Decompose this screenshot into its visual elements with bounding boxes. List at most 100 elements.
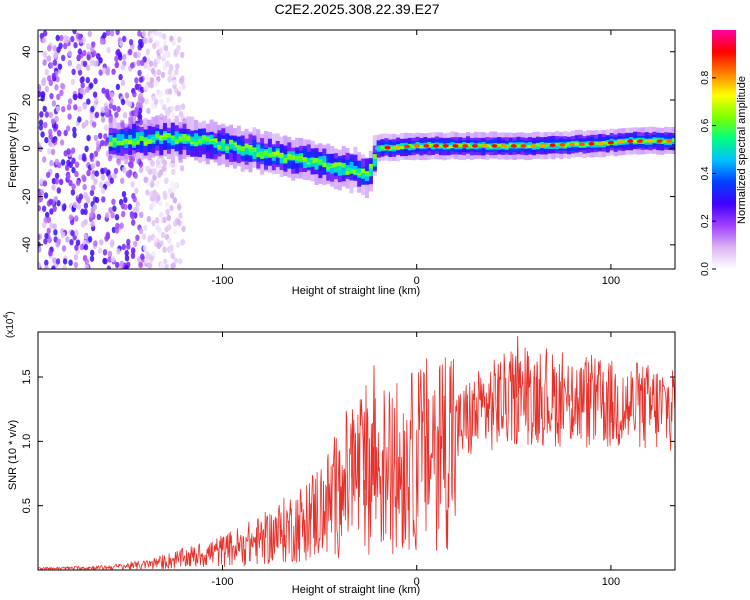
x-tick-label: 0	[414, 275, 420, 287]
noise-speckle	[146, 107, 151, 115]
noise-speckle	[121, 191, 127, 198]
noise-speckle	[162, 246, 167, 253]
ridge-cell	[108, 141, 113, 147]
noise-speckle	[124, 92, 130, 99]
ridge-peak	[326, 163, 333, 167]
noise-speckle	[143, 224, 148, 232]
noise-speckle	[60, 82, 65, 90]
noise-speckle	[71, 68, 76, 76]
ridge-peak	[132, 138, 139, 142]
ridge-cell	[287, 153, 292, 159]
noise-speckle	[94, 196, 100, 204]
ridge-cell	[535, 143, 540, 147]
noise-speckle	[111, 198, 116, 205]
y-tick-label: 1.5	[21, 369, 33, 384]
noise-speckle	[102, 67, 107, 74]
noise-speckle	[80, 82, 85, 89]
ridge-cell	[411, 145, 416, 149]
noise-speckle	[171, 168, 176, 175]
ridge-cell	[644, 139, 649, 143]
ridge-peak	[578, 142, 585, 146]
noise-speckle	[115, 222, 120, 230]
noise-speckle	[93, 60, 99, 67]
noise-speckle	[149, 190, 154, 198]
noise-speckle	[110, 255, 116, 263]
noise-speckle	[91, 41, 96, 48]
noise-speckle	[52, 205, 57, 212]
noise-speckle	[48, 111, 54, 119]
noise-speckle	[167, 69, 173, 76]
noise-speckle	[42, 221, 47, 229]
colorbar-gradient	[712, 30, 736, 269]
ridge-cell	[555, 142, 560, 146]
snr-spike	[535, 361, 539, 433]
noise-speckle	[166, 97, 171, 104]
noise-speckle	[136, 101, 141, 109]
noise-speckle	[133, 172, 138, 179]
noise-speckle	[77, 116, 82, 123]
noise-speckle	[165, 50, 171, 58]
noise-speckle	[132, 91, 137, 98]
noise-speckle	[139, 86, 145, 94]
noise-speckle	[103, 133, 108, 140]
ridge-peak	[268, 152, 274, 157]
ridge-peak	[170, 137, 177, 141]
noise-speckle	[48, 198, 53, 205]
noise-speckle	[67, 98, 73, 105]
noise-speckle	[135, 234, 140, 241]
noise-speckle	[137, 30, 142, 37]
noise-speckle	[110, 212, 115, 219]
noise-speckle	[180, 103, 186, 110]
noise-speckle	[109, 91, 115, 99]
noise-speckle	[65, 125, 71, 132]
noise-speckle	[147, 262, 152, 269]
noise-speckle	[86, 196, 91, 204]
noise-speckle	[92, 91, 98, 98]
noise-speckle	[42, 59, 47, 66]
noise-speckle	[139, 59, 145, 67]
noise-speckle	[170, 111, 175, 119]
noise-speckle	[109, 30, 115, 37]
noise-speckle	[42, 77, 47, 84]
noise-speckle	[51, 100, 57, 107]
noise-speckle	[76, 203, 82, 210]
noise-speckle	[84, 119, 89, 127]
ridge-peak	[617, 140, 624, 144]
ridge-peak	[384, 145, 391, 150]
noise-speckle	[149, 255, 154, 262]
noise-speckle	[53, 229, 58, 236]
ridge-cell	[198, 139, 202, 144]
ridge-cell	[660, 140, 665, 144]
noise-speckle	[40, 95, 45, 102]
noise-speckle	[169, 244, 174, 251]
ridge-cell	[174, 131, 179, 141]
ridge-cell	[345, 170, 350, 175]
noise-speckle	[168, 63, 174, 71]
ridge-cell	[128, 134, 133, 145]
noise-speckle	[67, 60, 73, 67]
noise-speckle	[156, 242, 162, 249]
noise-speckle	[165, 208, 170, 216]
noise-speckle	[158, 47, 163, 54]
noise-speckle	[56, 93, 61, 101]
ridge-cell	[353, 169, 358, 175]
ridge-cell	[601, 141, 606, 145]
ridge-peak	[452, 144, 459, 148]
noise-speckle	[80, 208, 85, 215]
noise-speckle	[146, 215, 152, 223]
noise-speckle	[120, 98, 126, 106]
noise-speckle	[173, 220, 178, 227]
noise-speckle	[43, 121, 48, 129]
noise-speckle	[150, 180, 155, 188]
ridge-cell	[120, 134, 125, 144]
ridge-peak	[413, 144, 420, 148]
snr-spike	[516, 335, 520, 433]
ridge-cell	[217, 144, 222, 150]
ridge-cell	[128, 139, 133, 145]
noise-speckle	[102, 249, 108, 256]
ridge-cell	[407, 143, 412, 147]
noise-speckle	[56, 238, 61, 245]
ridge-cell	[326, 165, 331, 170]
noise-speckle	[83, 233, 88, 240]
noise-speckle	[134, 83, 139, 91]
